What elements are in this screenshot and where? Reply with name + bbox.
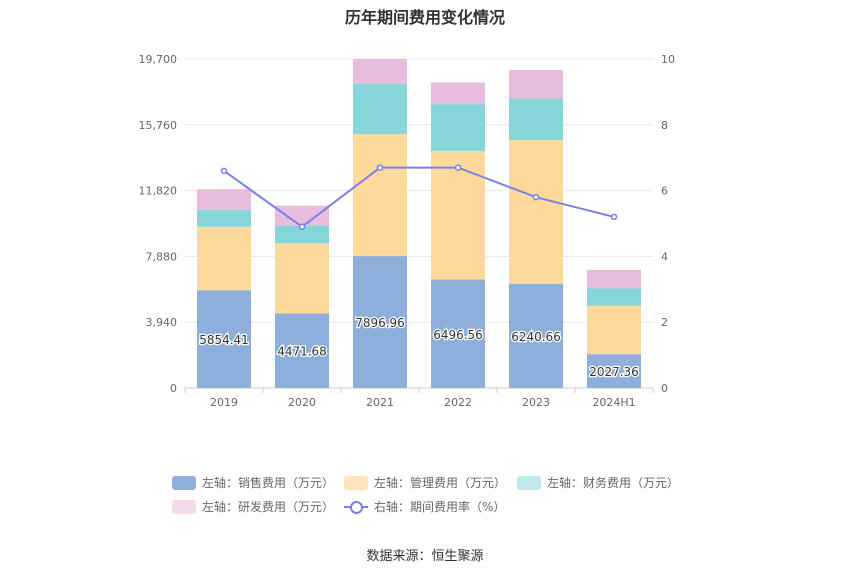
data-label: 5854.41 [199,333,249,347]
bar-segment [197,210,251,227]
x-axis-tick-label: 2023 [522,396,550,409]
legend-item-expense-ratio[interactable]: 右轴：期间费用率（%） [344,498,505,515]
bar-segment [431,104,485,151]
bar-segment [509,140,563,284]
bar-segment [587,354,641,388]
bar-segment [431,279,485,388]
data-label: 2027.36 [589,365,639,379]
expense-ratio-line [223,166,615,229]
legend-swatch-admin [344,475,368,490]
x-axis-tick-label: 2019 [210,396,238,409]
expense-ratio-point [376,164,384,171]
bar-segment [587,305,641,355]
left-axis-tick-label: 3,940 [146,316,178,329]
data-label: 6240.66 [511,330,561,344]
legend-swatch-rnd [172,499,196,514]
expense-ratio-point [454,164,462,171]
data-source: 数据来源：恒生聚源 [366,549,484,564]
x-axis-tick-label: 2022 [444,396,472,409]
data-label: 6496.56 [433,328,483,342]
chart-title: 历年期间费用变化情况 [344,8,505,27]
bar-segment [509,98,563,141]
legend-swatch-expense-ratio [344,500,368,514]
x-axis-tick-label: 2024H1 [592,396,635,409]
bar-segment [275,225,329,244]
left-axis-tick-label: 19,700 [139,53,178,66]
bar-segment [275,205,329,226]
legend-item-rnd[interactable]: 左轴：研发费用（万元） [172,498,334,515]
data-label: 4471.68 [277,345,327,359]
left-axis-tick-label: 7,880 [146,250,178,263]
x-axis-tick-label: 2020 [288,396,316,409]
bar-segment [353,59,407,85]
x-axis-tick-label: 2021 [366,396,394,409]
right-axis-tick-label: 2 [661,316,668,329]
left-axis-tick-label: 0 [170,382,177,395]
expense-ratio-point [298,223,306,231]
bar-segment [353,256,407,388]
expense-ratio-point [532,193,540,201]
right-axis-tick-label: 10 [661,53,675,66]
data-label: 7896.96 [355,316,405,330]
right-axis-tick-label: 6 [661,185,668,198]
bar-segment [197,189,251,211]
right-axis-tick-label: 0 [661,382,668,395]
bar-segment [197,290,251,388]
legend-item-admin[interactable]: 左轴：管理费用（万元） [344,474,506,491]
bar-segment [509,70,563,99]
bar-segment [587,288,641,306]
legend-item-finance[interactable]: 左轴：财务费用（万元） [517,474,679,491]
bar-segment [509,283,563,388]
legend-label-expense-ratio: 右轴：期间费用率（%） [374,500,506,514]
legend-label-admin: 左轴：管理费用（万元） [374,476,507,490]
legend-label-sales: 左轴：销售费用（万元） [202,476,335,490]
legend-item-sales[interactable]: 左轴：销售费用（万元） [172,474,334,491]
expense-ratio-point [610,213,618,221]
bar-segment [431,150,485,280]
legend-label-finance: 左轴：财务费用（万元） [547,476,680,490]
bar-segment [275,313,329,388]
right-axis-tick-label: 4 [661,250,668,263]
expense-ratio-point [220,167,228,175]
legend-label-rnd: 左轴：研发费用（万元） [202,500,335,514]
bar-segment [353,84,407,135]
left-axis-tick-label: 11,820 [139,185,178,198]
bar-segment [275,243,329,314]
legend-swatch-sales [172,475,196,490]
bar-segment [197,226,251,291]
bar-segment [431,82,485,105]
left-axis-tick-label: 15,760 [139,119,178,132]
bar-segment [353,134,407,257]
bar-segment [587,269,641,289]
right-axis-tick-label: 8 [661,119,668,132]
legend-swatch-finance [517,475,541,490]
